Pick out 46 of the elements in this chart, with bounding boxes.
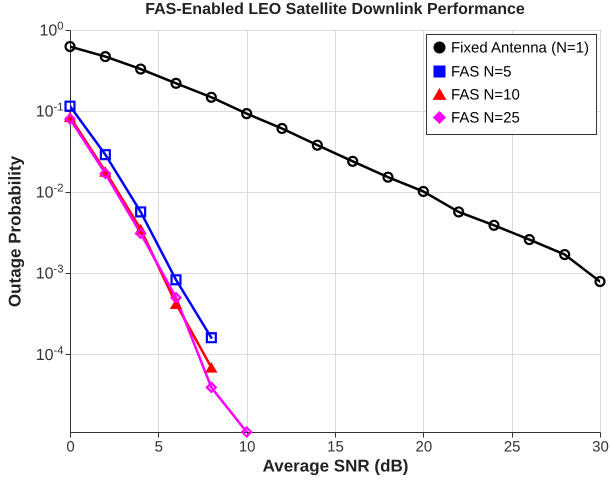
- point: [241, 108, 252, 120]
- point: [382, 172, 394, 183]
- point: [64, 100, 76, 112]
- y-tick-label: 10$^{-1}$: [36, 102, 64, 121]
- x-tick-label: 10: [238, 438, 256, 456]
- x-tick-label: 25: [504, 438, 521, 456]
- point: [100, 149, 111, 160]
- y-axis-title: Outage Probability: [6, 155, 24, 308]
- x-tick-label: 15: [327, 438, 344, 456]
- point: [135, 228, 146, 239]
- point: [559, 248, 570, 260]
- x-axis-title: Average SNR (dB): [262, 456, 408, 476]
- point: [170, 78, 182, 89]
- point: [418, 186, 429, 198]
- legend-label: FAS N=5: [451, 64, 512, 80]
- x-tick-label: 20: [415, 438, 432, 456]
- legend-label: FAS N=10: [451, 86, 520, 104]
- point: [135, 63, 146, 75]
- x-tick-label: 0: [66, 438, 75, 456]
- legend-label: Fixed Antenna (N=1): [451, 40, 589, 56]
- point: [206, 332, 217, 344]
- point: [347, 156, 358, 167]
- y-tick-label: 10$^{-3}$: [36, 264, 64, 283]
- point: [312, 140, 323, 151]
- y-tick-label: 10$^{0}$: [39, 20, 64, 40]
- point: [594, 276, 606, 288]
- legend-label: FAS N=25: [451, 110, 520, 126]
- point: [206, 382, 217, 394]
- point: [488, 220, 500, 231]
- chart-title: FAS-Enabled LEO Satellite Downlink Performance: [145, 1, 525, 18]
- point: [453, 206, 464, 218]
- point: [205, 362, 218, 373]
- point: [170, 292, 182, 304]
- x-tick-label: 30: [592, 438, 609, 456]
- point: [170, 274, 182, 286]
- x-tick-label: 5: [154, 438, 164, 456]
- point: [276, 122, 288, 134]
- point: [64, 40, 76, 52]
- point: [206, 92, 217, 103]
- point: [241, 426, 252, 438]
- point: [135, 206, 146, 218]
- point: [100, 168, 111, 180]
- point: [524, 234, 535, 246]
- y-tick-label: 10$^{-4}$: [36, 344, 64, 364]
- y-tick-label: 10$^{-2}$: [36, 182, 64, 202]
- point: [100, 51, 111, 62]
